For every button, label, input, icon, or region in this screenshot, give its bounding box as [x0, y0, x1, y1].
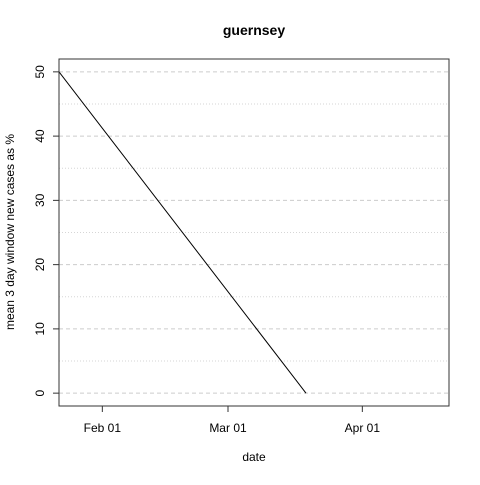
x-axis: Feb 01 Mar 01 Apr 01	[84, 406, 381, 435]
y-tick-label: 40	[33, 129, 47, 143]
y-tick-label: 10	[33, 322, 47, 336]
grid	[59, 71, 449, 394]
x-axis-label: date	[242, 450, 266, 464]
y-tick-label: 30	[33, 193, 47, 207]
x-tick-label: Mar 01	[209, 421, 247, 435]
y-axis: 0 10 20 30 40 50	[33, 65, 59, 396]
y-tick-label: 50	[33, 65, 47, 79]
y-tick-label: 20	[33, 258, 47, 272]
plot-frame	[58, 58, 450, 407]
x-tick-label: Apr 01	[345, 421, 381, 435]
chart-title: guernsey	[223, 22, 285, 38]
y-axis-label: mean 3 day window new cases as %	[3, 134, 17, 330]
y-tick-label: 0	[33, 389, 47, 396]
x-tick-label: Feb 01	[84, 421, 122, 435]
